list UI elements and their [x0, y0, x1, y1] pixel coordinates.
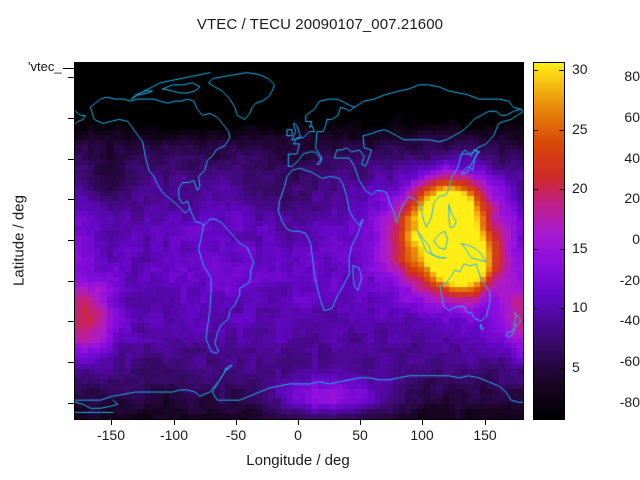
colorbar-tick-mark: [559, 130, 564, 131]
colorbar-tick-label: 15: [572, 240, 588, 256]
x-tick-mark: [298, 419, 299, 425]
x-tick-label: 100: [410, 427, 434, 443]
x-tick-label: 50: [352, 427, 368, 443]
y-tick-mark: [68, 77, 74, 78]
y-tick-mark: [68, 240, 74, 241]
y-tick-mark: [68, 321, 74, 322]
colorbar-tick-label: 10: [572, 299, 588, 315]
series-key-label: 'vtec_: [28, 59, 62, 74]
y-tick-label: -80: [619, 394, 640, 410]
y-tick-label: -40: [619, 312, 640, 328]
x-tick-mark: [174, 419, 175, 425]
x-tick-mark: [485, 419, 486, 425]
y-tick-mark: [68, 281, 74, 282]
y-tick-label: 80: [624, 68, 640, 84]
colorbar-tick-mark: [533, 130, 538, 131]
colorbar-tick-mark: [559, 189, 564, 190]
x-tick-mark: [422, 419, 423, 425]
colorbar[interactable]: [533, 62, 565, 420]
colorbar-tick-mark: [533, 308, 538, 309]
x-tick-mark: [236, 419, 237, 425]
colorbar-tick-label: 30: [572, 61, 588, 77]
y-tick-mark: [68, 362, 74, 363]
vtec-heatmap: [75, 63, 523, 419]
colorbar-gradient: [534, 63, 564, 419]
colorbar-tick-mark: [559, 368, 564, 369]
colorbar-tick-mark: [533, 249, 538, 250]
colorbar-tick-mark: [533, 189, 538, 190]
x-tick-label: 150: [473, 427, 497, 443]
y-tick-label: -60: [619, 353, 640, 369]
y-tick-label: 20: [624, 190, 640, 206]
y-tick-label: 60: [624, 109, 640, 125]
y-tick-mark: [68, 403, 74, 404]
series-key-line: [62, 68, 77, 69]
heatmap-plot-area[interactable]: [74, 62, 524, 420]
y-axis-label: Latitude / deg: [10, 195, 28, 286]
colorbar-tick-mark: [559, 70, 564, 71]
y-tick-mark: [68, 118, 74, 119]
y-tick-label: -20: [619, 272, 640, 288]
x-tick-label: -50: [225, 427, 247, 443]
x-tick-mark: [360, 419, 361, 425]
x-tick-label: -150: [96, 427, 126, 443]
colorbar-tick-label: 20: [572, 180, 588, 196]
x-tick-mark: [111, 419, 112, 425]
series-key: 'vtec_: [28, 59, 77, 74]
x-tick-label: -100: [159, 427, 189, 443]
y-tick-mark: [68, 159, 74, 160]
colorbar-tick-mark: [533, 70, 538, 71]
colorbar-tick-mark: [559, 308, 564, 309]
y-tick-label: 0: [632, 231, 640, 247]
colorbar-tick-label: 25: [572, 121, 588, 137]
colorbar-tick-mark: [533, 368, 538, 369]
colorbar-tick-label: 5: [572, 359, 580, 375]
x-axis-label: Longitude / deg: [246, 452, 350, 469]
colorbar-tick-mark: [559, 249, 564, 250]
y-tick-label: 40: [624, 150, 640, 166]
x-tick-label: 0: [294, 427, 302, 443]
page-title: VTEC / TECU 20090107_007.21600: [196, 16, 444, 33]
y-tick-mark: [68, 199, 74, 200]
